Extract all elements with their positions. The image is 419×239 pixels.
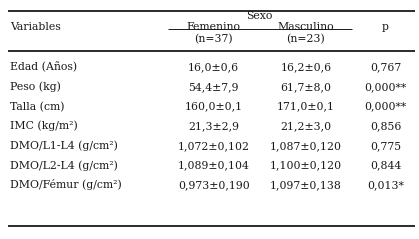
Text: 1,097±0,138: 1,097±0,138 xyxy=(270,180,342,190)
Text: Talla (cm): Talla (cm) xyxy=(10,101,65,112)
Text: 0,000**: 0,000** xyxy=(365,102,406,112)
Text: Edad (Años): Edad (Años) xyxy=(10,62,78,73)
Text: 1,087±0,120: 1,087±0,120 xyxy=(270,141,342,151)
Text: 16,0±0,6: 16,0±0,6 xyxy=(188,62,239,72)
Text: DMO/L1-L4 (g/cm²): DMO/L1-L4 (g/cm²) xyxy=(10,141,118,151)
Text: 21,2±3,0: 21,2±3,0 xyxy=(280,121,331,131)
Text: Peso (kg): Peso (kg) xyxy=(10,82,61,92)
Text: (n=23): (n=23) xyxy=(287,34,325,45)
Text: Femenino: Femenino xyxy=(187,22,241,33)
Text: 1,100±0,120: 1,100±0,120 xyxy=(270,160,342,170)
Text: 171,0±0,1: 171,0±0,1 xyxy=(277,102,335,112)
Text: (n=37): (n=37) xyxy=(194,34,233,45)
Text: Variables: Variables xyxy=(10,22,61,33)
Text: 0,013*: 0,013* xyxy=(367,180,404,190)
Text: Sexo: Sexo xyxy=(247,11,273,21)
Text: 54,4±7,9: 54,4±7,9 xyxy=(189,82,239,92)
Text: 1,089±0,104: 1,089±0,104 xyxy=(178,160,250,170)
Text: 0,775: 0,775 xyxy=(370,141,401,151)
Text: IMC (kg/m²): IMC (kg/m²) xyxy=(10,121,78,131)
Text: 21,3±2,9: 21,3±2,9 xyxy=(188,121,239,131)
Text: 0,844: 0,844 xyxy=(370,160,401,170)
Text: p: p xyxy=(382,22,389,33)
Text: DMO/Fémur (g/cm²): DMO/Fémur (g/cm²) xyxy=(10,179,122,190)
Text: 0,767: 0,767 xyxy=(370,62,401,72)
Text: 160,0±0,1: 160,0±0,1 xyxy=(185,102,243,112)
Text: DMO/L2-L4 (g/cm²): DMO/L2-L4 (g/cm²) xyxy=(10,160,118,171)
Text: Masculino: Masculino xyxy=(277,22,334,33)
Text: 16,2±0,6: 16,2±0,6 xyxy=(280,62,331,72)
Text: 0,000**: 0,000** xyxy=(365,82,406,92)
Text: 0,856: 0,856 xyxy=(370,121,401,131)
Text: 0,973±0,190: 0,973±0,190 xyxy=(178,180,250,190)
Text: 1,072±0,102: 1,072±0,102 xyxy=(178,141,250,151)
Text: 61,7±8,0: 61,7±8,0 xyxy=(280,82,331,92)
